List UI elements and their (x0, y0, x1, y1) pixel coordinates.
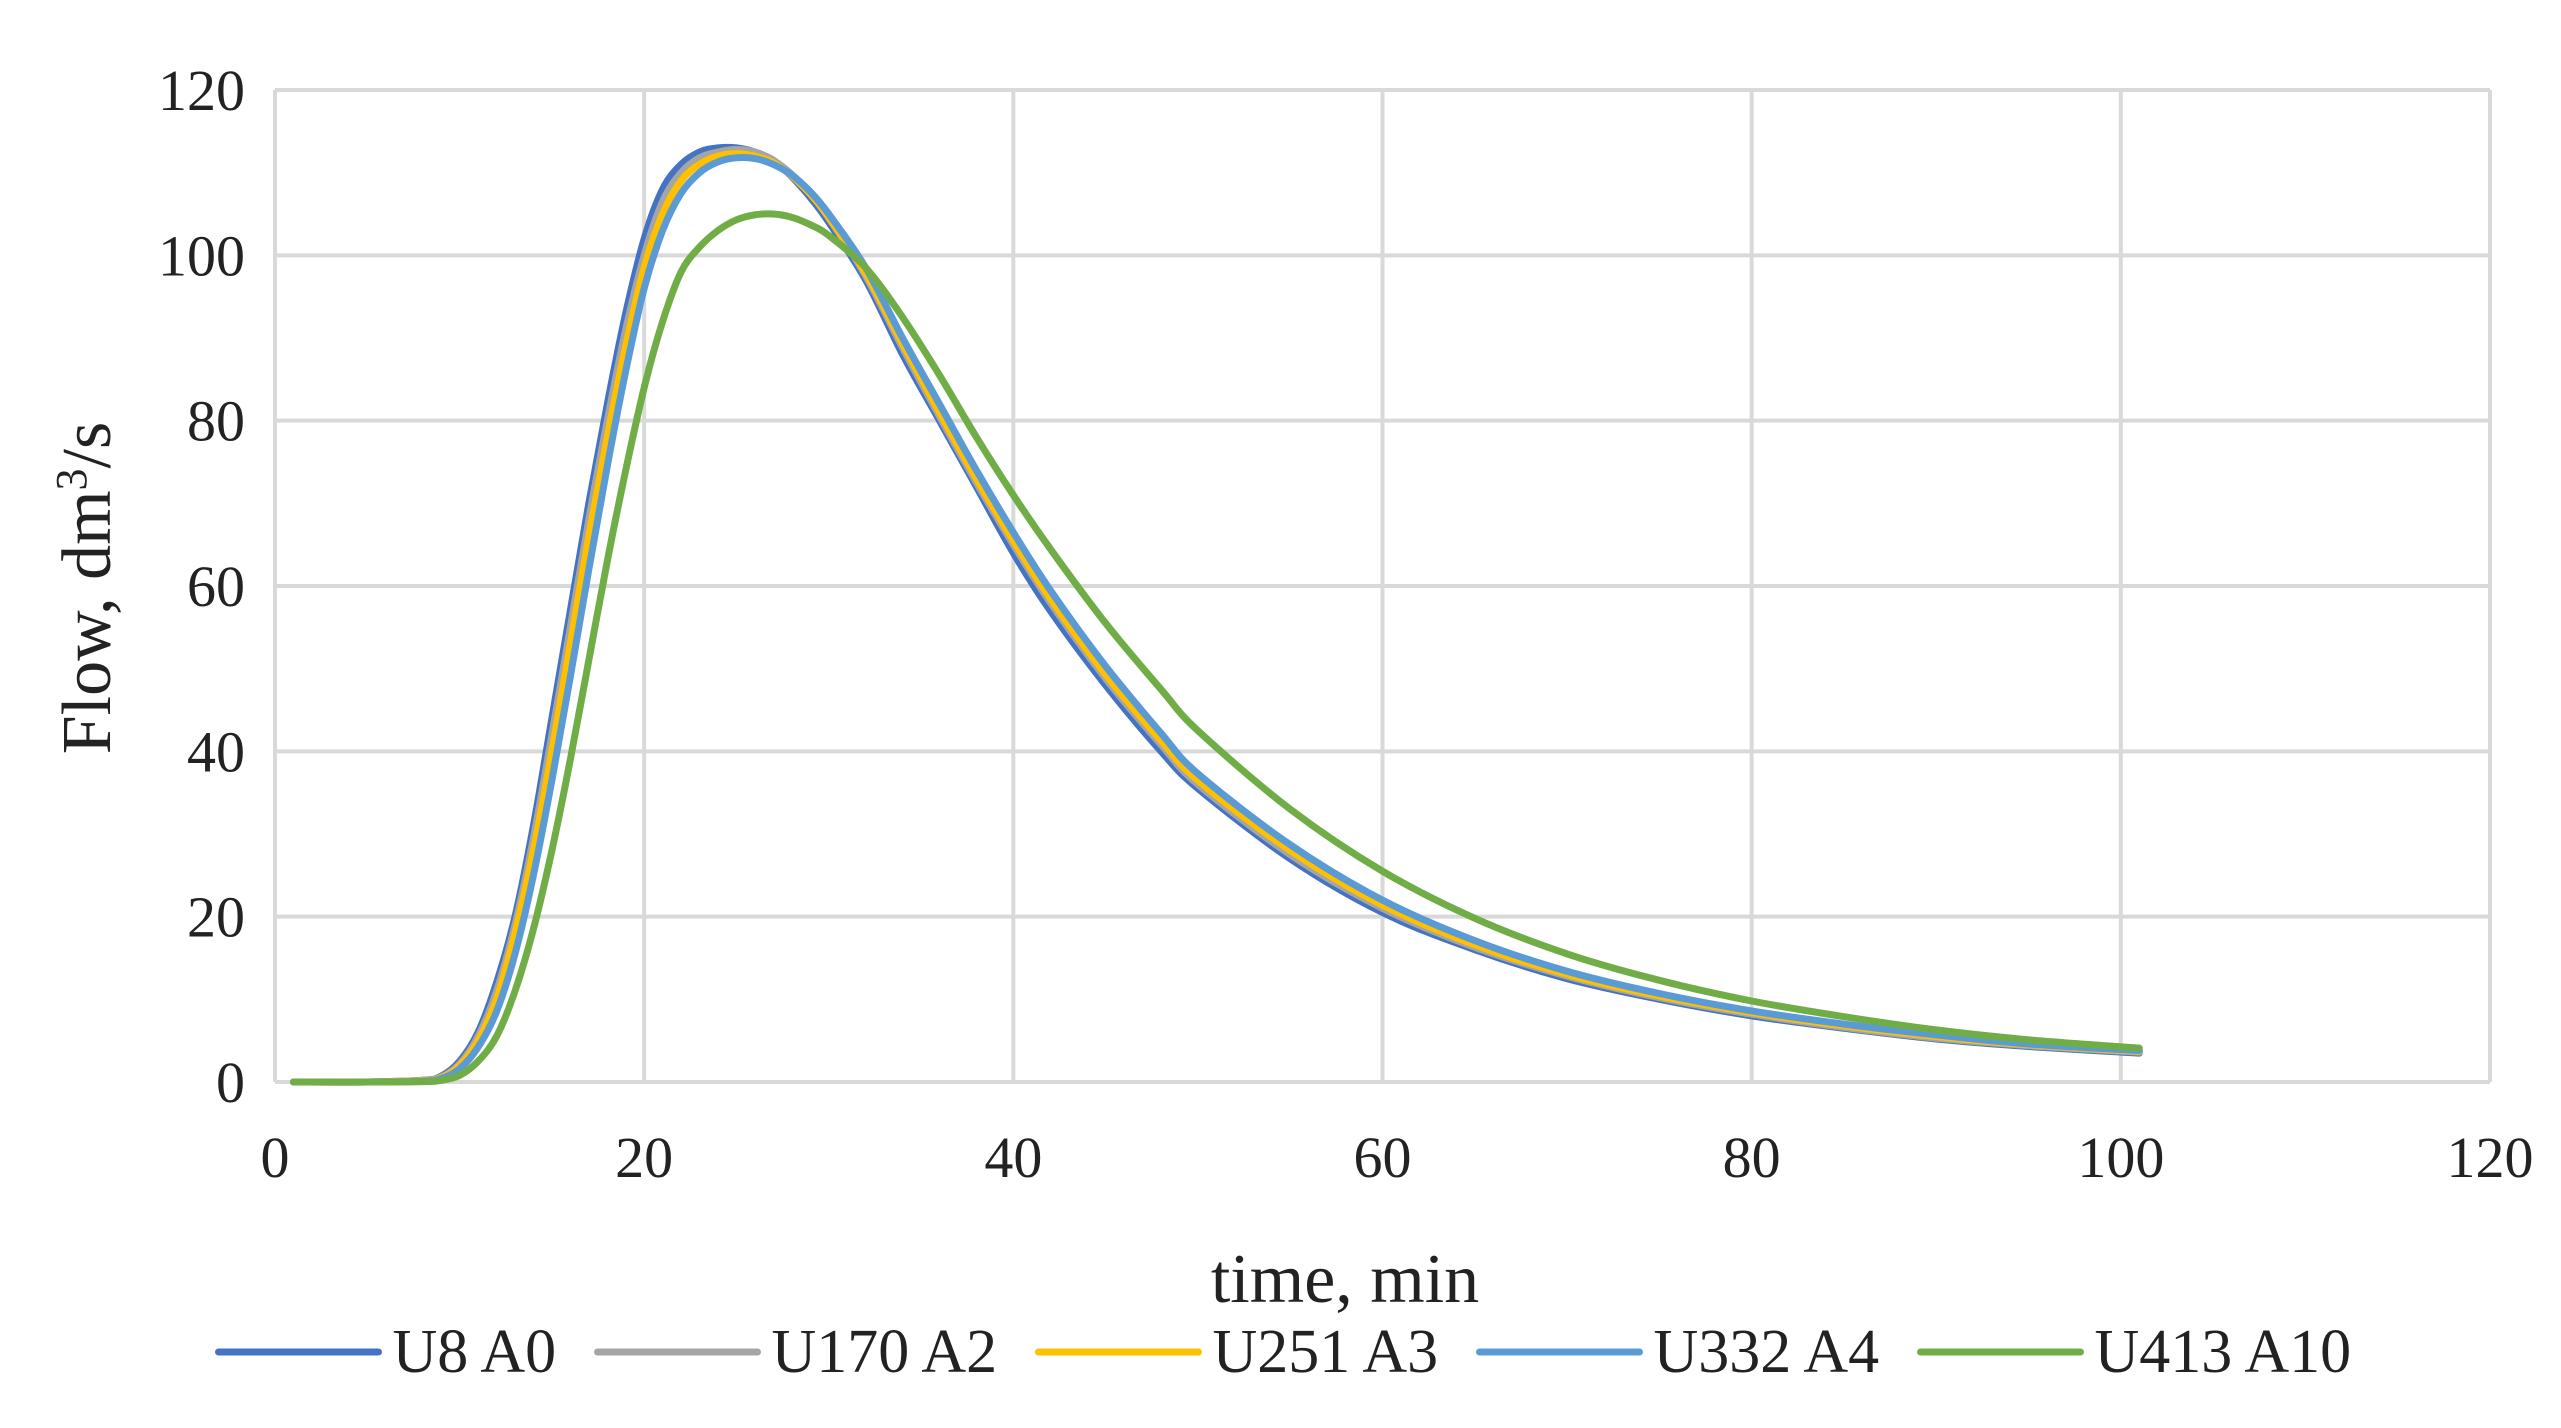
x-tick-label-5: 100 (2077, 1125, 2164, 1190)
x-tick-labels: 0 20 40 60 80 100 120 (261, 1125, 2534, 1190)
y-axis-title-main: Flow, dm (49, 490, 126, 754)
x-tick-label-4: 80 (1723, 1125, 1781, 1190)
legend-label-u8-a0: U8 A0 (393, 1318, 557, 1386)
legend-label-u413-a10: U413 A10 (2095, 1318, 2352, 1386)
y-tick-labels: 0 20 40 60 80 100 120 (158, 58, 245, 1115)
legend-item-u332-a4: U332 A4 (1476, 1318, 1880, 1386)
legend-label-u251-a3: U251 A3 (1213, 1318, 1439, 1386)
x-axis-title: time, min (1211, 1241, 1479, 1318)
y-tick-label-6: 120 (158, 58, 245, 123)
y-tick-label-2: 40 (187, 719, 245, 784)
x-tick-label-1: 20 (615, 1125, 673, 1190)
x-tick-label-0: 0 (261, 1125, 290, 1190)
y-tick-label-1: 20 (187, 885, 245, 950)
x-tick-label-2: 40 (984, 1125, 1042, 1190)
legend-item-u413-a10: U413 A10 (1917, 1318, 2352, 1386)
series-layer (290, 143, 2143, 1086)
legend-item-u251-a3: U251 A3 (1035, 1318, 1439, 1386)
y-tick-label-3: 60 (187, 554, 245, 619)
y-tick-label-0: 0 (216, 1050, 245, 1115)
series-line-u332-a4 (290, 153, 2143, 1086)
y-axis-title-unit: /s (49, 422, 126, 469)
legend-label-u170-a2: U170 A2 (772, 1318, 998, 1386)
y-tick-label-5: 100 (158, 223, 245, 288)
legend-label-u332-a4: U332 A4 (1654, 1318, 1880, 1386)
series-line-u413-a10 (290, 210, 2143, 1086)
y-axis-title: Flow, dm3/s (47, 422, 127, 755)
x-tick-label-6: 120 (2447, 1125, 2534, 1190)
series-line-u170-a2 (290, 146, 2143, 1086)
y-tick-label-4: 80 (187, 389, 245, 454)
y-axis-title-superscript: 3 (47, 468, 96, 490)
x-tick-label-3: 60 (1354, 1125, 1412, 1190)
legend-item-u8-a0: U8 A0 (215, 1318, 557, 1386)
legend: U8 A0 U170 A2 U251 A3 U332 A4 U413 A10 (215, 1318, 2352, 1386)
legend-item-u170-a2: U170 A2 (594, 1318, 998, 1386)
grid-layer (273, 88, 2492, 1084)
